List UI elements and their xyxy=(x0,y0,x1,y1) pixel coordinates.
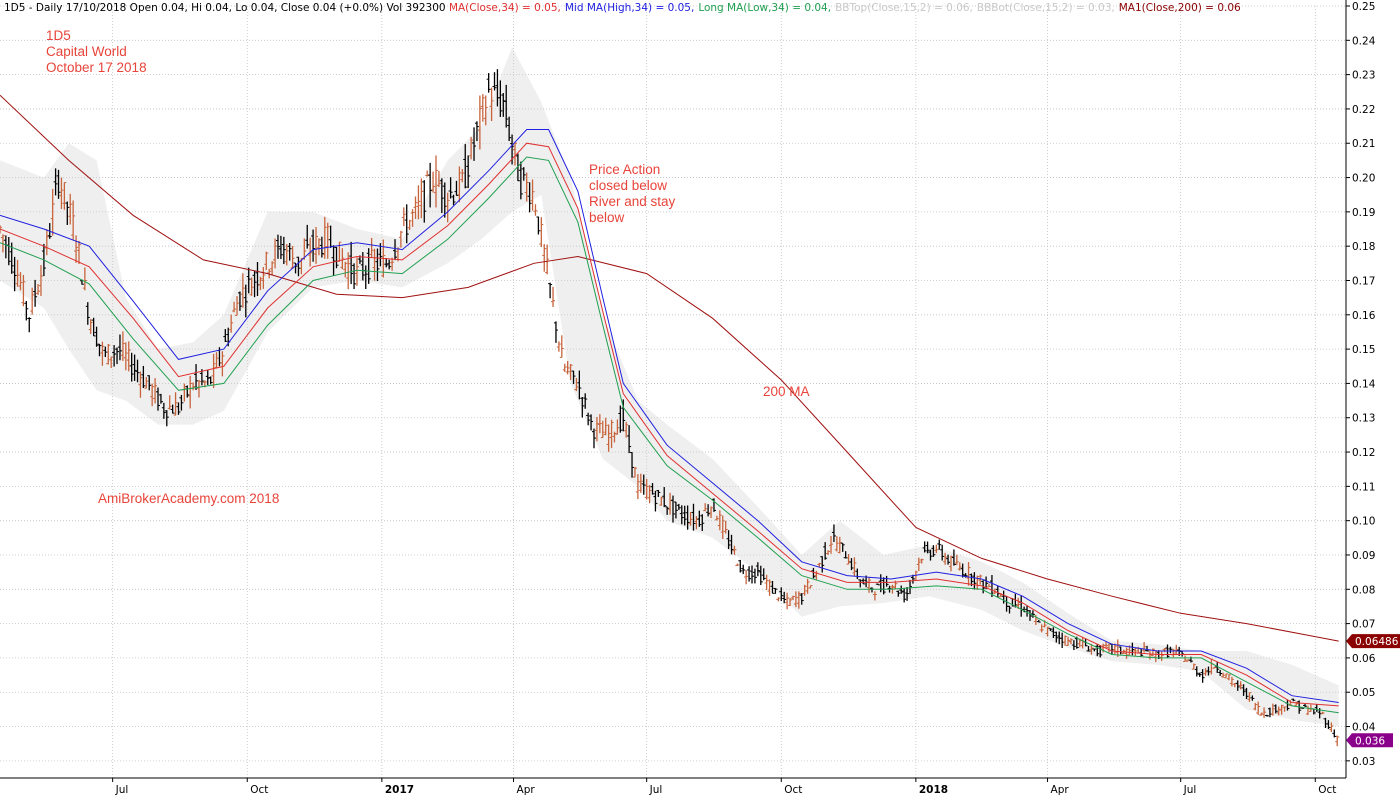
title-date: October 17 2018 xyxy=(46,60,147,75)
indicator-mid-ma: Mid MA(High,34) = 0.05, xyxy=(565,2,694,14)
moving-average-lines xyxy=(0,94,1339,714)
series-line-ma200 xyxy=(0,94,1339,642)
title-company: Capital World xyxy=(46,44,127,59)
y-tick-label: 0.08 xyxy=(1352,584,1375,596)
x-tick-label: Oct xyxy=(784,784,802,796)
y-tick-label: 0.03 xyxy=(1352,756,1375,768)
series-line-ma_close xyxy=(0,142,1339,707)
price-badges: 0.06486 0.036 xyxy=(1346,634,1400,748)
price-action-line-4: below xyxy=(589,210,625,225)
header-info: - Daily 17/10/2018 Open 0.04, Hi 0.04, L… xyxy=(25,2,448,14)
x-tick-label: 2018 xyxy=(919,784,948,796)
x-tick-label: Jul xyxy=(115,784,129,796)
y-tick-label: 0.22 xyxy=(1352,104,1375,116)
indicator-ma200: MA1(Close,200) = 0.06 xyxy=(1119,2,1241,14)
x-tick-label: Apr xyxy=(1051,784,1070,796)
price-badge xyxy=(1346,634,1400,649)
price-badge-label: 0.06486 xyxy=(1355,636,1399,648)
y-tick-label: 0.11 xyxy=(1352,481,1375,493)
y-tick-label: 0.10 xyxy=(1352,516,1375,528)
price-action-line-2: closed below xyxy=(589,178,667,193)
y-tick-label: 0.20 xyxy=(1352,173,1375,185)
y-tick-label: 0.16 xyxy=(1352,310,1376,322)
y-tick-label: 0.24 xyxy=(1352,35,1376,47)
y-tick-label: 0.13 xyxy=(1352,413,1375,425)
y-tick-label: 0.18 xyxy=(1352,241,1375,253)
x-tick-label: 2017 xyxy=(385,784,414,796)
x-tick-label: Oct xyxy=(250,784,268,796)
y-tick-label: 0.09 xyxy=(1352,550,1375,562)
y-tick-label: 0.25 xyxy=(1352,1,1375,13)
indicator-long-ma: Long MA(Low,34) = 0.04, xyxy=(698,2,831,14)
indicator-bbbot: BBBot(Close,15,2) = 0.03, xyxy=(977,2,1115,14)
y-tick-label: 0.06 xyxy=(1352,653,1376,665)
header-line: 1D5 - Daily 17/10/2018 Open 0.04, Hi 0.0… xyxy=(4,2,1241,14)
price-bars xyxy=(0,69,1340,747)
y-tick-label: 0.21 xyxy=(1352,138,1375,150)
price-badge xyxy=(1346,733,1393,748)
series-line-long_ma xyxy=(0,156,1339,714)
y-tick-label: 0.07 xyxy=(1352,619,1375,631)
x-tick-label: Oct xyxy=(1318,784,1336,796)
price-action-line-3: River and stay xyxy=(589,194,676,209)
y-tick-label: 0.04 xyxy=(1352,722,1376,734)
y-tick-label: 0.15 xyxy=(1352,344,1375,356)
x-tick-label: Jul xyxy=(649,784,663,796)
x-tick-label: Jul xyxy=(1183,784,1197,796)
ma200-label: 200 MA xyxy=(763,384,810,399)
price-action-line-1: Price Action xyxy=(589,162,660,177)
y-tick-label: 0.23 xyxy=(1352,70,1375,82)
x-tick-label: Apr xyxy=(517,784,536,796)
indicator-ma-close: MA(Close,34) = 0.05, xyxy=(449,2,561,14)
y-tick-label: 0.12 xyxy=(1352,447,1375,459)
y-tick-label: 0.17 xyxy=(1352,275,1375,287)
y-tick-label: 0.14 xyxy=(1352,378,1376,390)
y-tick-label: 0.05 xyxy=(1352,687,1375,699)
series-line-mid_ma xyxy=(0,129,1339,703)
indicator-bbtop: BBTop(Close,15,2) = 0.06, xyxy=(835,2,973,14)
bollinger-band xyxy=(0,47,1339,727)
price-badge-label: 0.036 xyxy=(1355,735,1385,747)
watermark: AmiBrokerAcademy.com 2018 xyxy=(98,491,279,506)
title-symbol: 1D5 xyxy=(46,28,71,43)
y-tick-label: 0.19 xyxy=(1352,207,1375,219)
header-symbol: 1D5 xyxy=(4,2,25,14)
